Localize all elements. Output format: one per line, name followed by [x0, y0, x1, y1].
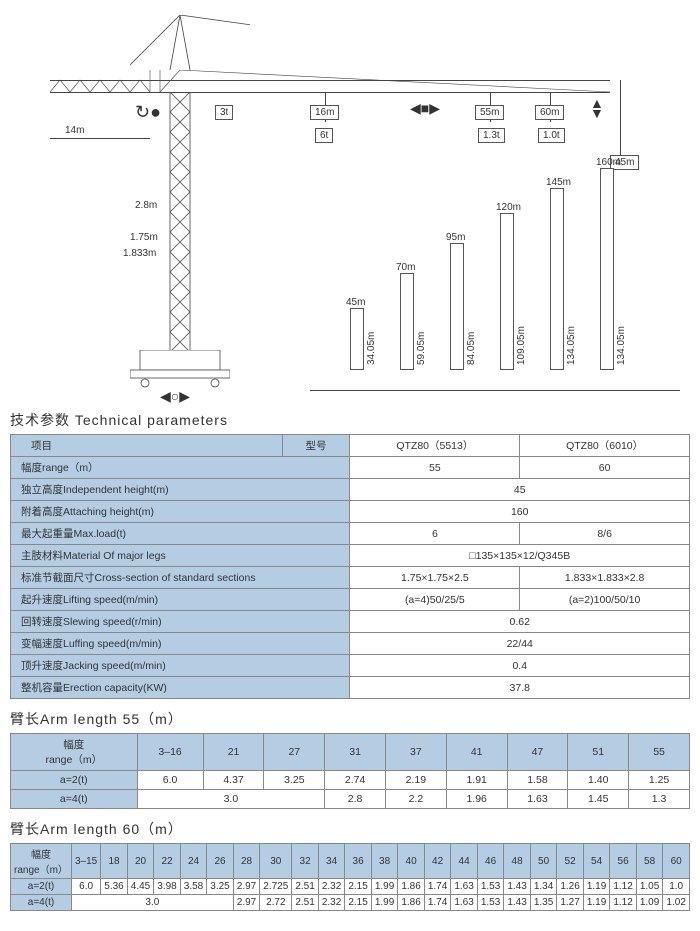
- load-6t: 6t: [315, 128, 333, 143]
- bar-inner-label: 84.05m: [466, 245, 477, 365]
- height-bar: [550, 188, 564, 370]
- bar-top-label: 120m: [496, 202, 521, 213]
- bar-inner-label: 59.05m: [416, 275, 427, 365]
- height-bar: [450, 243, 464, 370]
- arm60-title: 臂长Arm length 60（m）: [10, 819, 690, 839]
- dist-60m: 60m: [535, 105, 564, 120]
- height-bar: [500, 213, 514, 370]
- dist-55m: 55m: [475, 105, 504, 120]
- bar-top-label: 70m: [396, 262, 415, 273]
- travel-icon: ◀■▶: [410, 100, 440, 117]
- arm55-title: 臂长Arm length 55（m）: [10, 709, 690, 729]
- load-1.3t: 1.3t: [478, 128, 505, 143]
- height-bar: [350, 308, 364, 370]
- height-bar: [600, 168, 614, 370]
- height-bar: [400, 273, 414, 370]
- bar-inner-label: 109.05m: [516, 215, 527, 365]
- bar-inner-label: 134.05m: [566, 190, 577, 365]
- bar-inner-label: 34.05m: [366, 310, 377, 365]
- mast-dim-2: 1.833m: [123, 248, 156, 259]
- mast-dim-1: 1.75m: [130, 232, 158, 243]
- rotate-icon: ↻●: [135, 102, 161, 123]
- tech-title: 技术参数 Technical parameters: [10, 410, 690, 430]
- bar-top-label: 145m: [546, 177, 571, 188]
- mast: [165, 92, 195, 372]
- arm55-table: 幅度 range（m）3–162127313741475155a=2(t)6.0…: [10, 733, 690, 809]
- dim-counterjib: 14m: [65, 125, 84, 136]
- load-3t: 3t: [215, 105, 233, 120]
- tech-table: 项目型号QTZ80（5513）QTZ80（6010）幅度range（m）5560…: [10, 434, 690, 699]
- bar-top-label: 45m: [346, 297, 365, 308]
- bar-top-label: 160m: [596, 157, 621, 168]
- slew-icon: ◀○▶: [160, 388, 190, 405]
- tower-top: [130, 15, 250, 75]
- load-1.0t: 1.0t: [538, 128, 565, 143]
- dist-16m: 16m: [310, 105, 339, 120]
- crane-base: [130, 350, 230, 390]
- bar-top-label: 95m: [446, 232, 465, 243]
- mast-dim-0: 2.8m: [135, 200, 157, 211]
- ground-line: [310, 390, 680, 391]
- crane-diagram: 14m ↻● 3t 16m 6t ◀■▶ 55m 1.3t 60m 1.0t ▲…: [10, 10, 690, 400]
- hoist-arrow-icon: ▲▼: [590, 98, 604, 118]
- bar-inner-label: 134.05m: [616, 170, 627, 365]
